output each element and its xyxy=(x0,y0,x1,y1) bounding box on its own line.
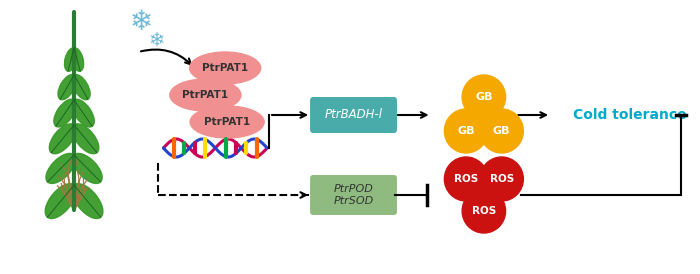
Text: Cold tolerance: Cold tolerance xyxy=(573,108,687,122)
Text: GB: GB xyxy=(457,126,475,136)
Ellipse shape xyxy=(190,52,260,84)
Ellipse shape xyxy=(480,109,524,153)
Ellipse shape xyxy=(46,184,76,219)
Text: PtrBADH-l: PtrBADH-l xyxy=(325,109,382,121)
Text: ❄: ❄ xyxy=(130,8,153,36)
Ellipse shape xyxy=(444,157,488,201)
Ellipse shape xyxy=(462,75,505,119)
Ellipse shape xyxy=(462,189,505,233)
Ellipse shape xyxy=(49,124,76,154)
Ellipse shape xyxy=(190,106,264,138)
Ellipse shape xyxy=(64,48,78,71)
Ellipse shape xyxy=(71,48,83,71)
Ellipse shape xyxy=(480,157,524,201)
Text: ROS: ROS xyxy=(489,174,514,184)
Ellipse shape xyxy=(72,124,99,154)
Ellipse shape xyxy=(170,79,241,111)
FancyBboxPatch shape xyxy=(310,175,397,215)
Text: PtrPAT1: PtrPAT1 xyxy=(204,117,250,127)
Ellipse shape xyxy=(73,153,102,184)
Ellipse shape xyxy=(72,75,90,100)
Text: ROS: ROS xyxy=(454,174,478,184)
Ellipse shape xyxy=(444,109,488,153)
Text: PtrPOD
PtrSOD: PtrPOD PtrSOD xyxy=(333,184,374,206)
FancyBboxPatch shape xyxy=(310,97,397,133)
Ellipse shape xyxy=(54,99,76,127)
Ellipse shape xyxy=(72,99,94,127)
Text: ROS: ROS xyxy=(472,206,496,216)
Text: GB: GB xyxy=(493,126,510,136)
Text: ❄: ❄ xyxy=(148,30,164,50)
Text: GB: GB xyxy=(475,92,493,102)
Text: PtrPAT1: PtrPAT1 xyxy=(202,63,248,73)
Ellipse shape xyxy=(46,153,76,184)
Text: PtrPAT1: PtrPAT1 xyxy=(182,90,228,100)
Ellipse shape xyxy=(72,184,103,219)
Ellipse shape xyxy=(58,75,76,100)
